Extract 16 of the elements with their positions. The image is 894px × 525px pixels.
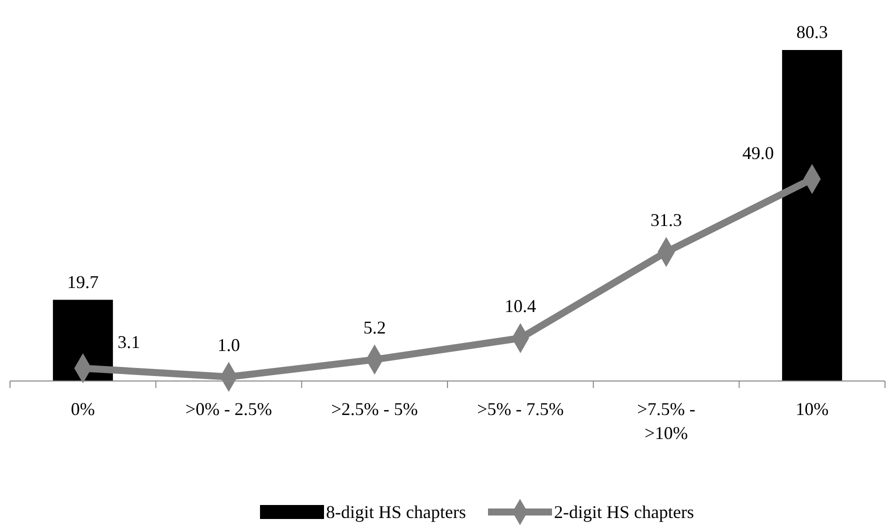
- data-label: 19.7: [67, 272, 99, 292]
- x-tick-label: >5% - 7.5%: [477, 399, 564, 419]
- data-label: 49.0: [742, 143, 774, 164]
- legend-label: 2-digit HS chapters: [554, 502, 694, 522]
- data-label: 31.3: [650, 210, 682, 230]
- x-tick-label: >7.5% - >10%: [637, 399, 696, 443]
- data-label: 1.0: [218, 334, 240, 355]
- x-tick-label: 10%: [796, 399, 829, 419]
- data-label: 80.3: [796, 22, 828, 42]
- data-label: 10.4: [504, 296, 536, 316]
- data-label: 3.1: [118, 332, 140, 352]
- x-tick-label: >0% - 2.5%: [185, 399, 272, 419]
- x-tick-label: >2.5% - 5%: [331, 399, 418, 419]
- data-label: 5.2: [363, 318, 386, 338]
- legend-label: 8-digit HS chapters: [326, 502, 466, 522]
- x-tick-label: 0%: [70, 399, 95, 419]
